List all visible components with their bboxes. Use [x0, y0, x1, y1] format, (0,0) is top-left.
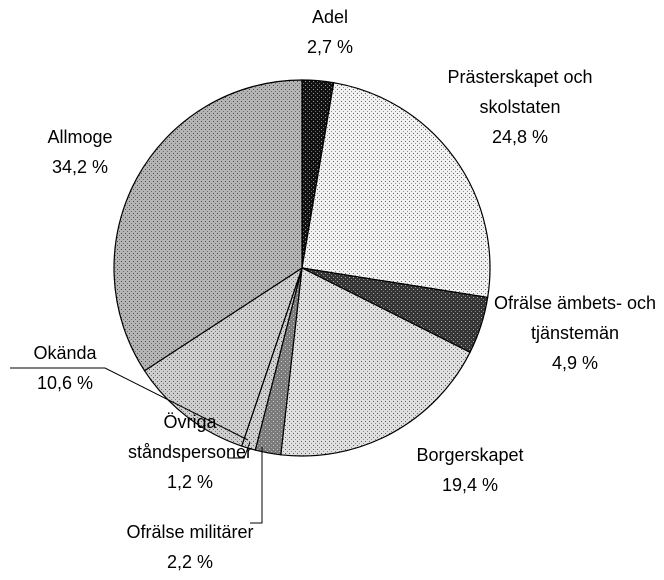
slice-label: Adel 2,7 % [270, 2, 390, 62]
slice-label: Okända 10,6 % [5, 338, 125, 398]
pie-slice [113, 79, 303, 372]
leader-line [10, 367, 249, 441]
slice-label: Ofrälse ämbets- och tjänstemän 4,9 % [490, 288, 660, 378]
value-label: 2,7 % [306, 37, 354, 57]
slice-label: Allmoge 34,2 % [20, 122, 140, 182]
value-label: 1,2 % [166, 472, 214, 492]
value-label: 2,2 % [166, 552, 214, 572]
pie-slice [143, 266, 304, 447]
category-label: Okända [33, 343, 97, 363]
pie-slice [280, 267, 471, 457]
category-label: Övriga ståndspersoner [127, 412, 253, 462]
category-label: Ofrälse militärer [126, 522, 254, 542]
slice-label: Övriga ståndspersoner 1,2 % [115, 407, 265, 497]
leader-line [250, 447, 263, 524]
pie-slice [301, 82, 491, 299]
value-label: 19,4 % [441, 475, 499, 495]
slice-label: Ofrälse militärer 2,2 % [80, 517, 300, 577]
value-label: 34,2 % [51, 157, 109, 177]
value-label: 4,9 % [551, 353, 599, 373]
category-label: Borgerskapet [416, 445, 524, 465]
value-label: 24,8 % [491, 127, 549, 147]
category-label: Adel [311, 7, 349, 27]
category-label: Ofrälse ämbets- och tjänstemän [493, 293, 657, 343]
category-label: Allmoge [47, 127, 113, 147]
leader-line [228, 441, 251, 459]
value-label: 10,6 % [36, 373, 94, 393]
category-label: Prästerskapet och skolstaten [447, 67, 593, 117]
slice-label: Prästerskapet och skolstaten 24,8 % [445, 62, 595, 152]
slice-label: Borgerskapet 19,4 % [390, 440, 550, 500]
